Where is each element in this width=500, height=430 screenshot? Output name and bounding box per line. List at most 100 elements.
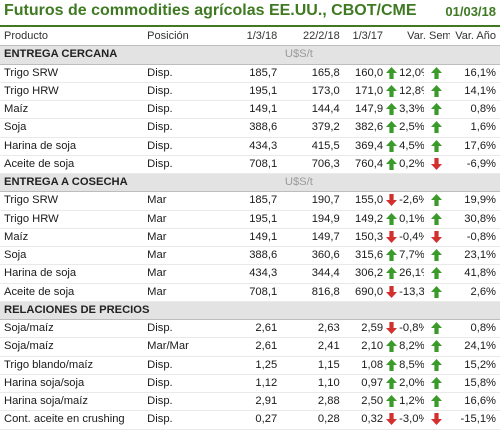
header-date-2: 22/2/18 xyxy=(277,28,340,47)
cell-arrow-ano xyxy=(424,82,450,102)
arrow-up-icon xyxy=(385,84,397,97)
cell-arrow-ano xyxy=(424,137,450,156)
cell-price-year: 0,97 xyxy=(339,374,384,394)
cell-arrow-sem xyxy=(383,118,400,138)
cell-var-ano: 30,8% xyxy=(449,210,500,229)
title-divider xyxy=(0,25,500,27)
cell-price-current: 2,61 xyxy=(214,337,278,357)
cell-var-sem: -0,8% xyxy=(399,319,425,339)
cell-position: Mar/Mar xyxy=(147,337,215,357)
arrow-up-icon xyxy=(385,121,397,134)
cell-price-week: 1,15 xyxy=(277,356,340,375)
report-date: 01/03/18 xyxy=(445,4,496,19)
cell-var-ano: 41,8% xyxy=(449,264,500,284)
arrow-up-icon xyxy=(431,395,443,408)
cell-price-week: 2,41 xyxy=(277,337,340,357)
section-filler xyxy=(383,172,500,193)
cell-price-current: 1,12 xyxy=(214,374,278,394)
cell-var-ano: 0,8% xyxy=(449,319,500,339)
arrow-up-icon xyxy=(385,376,397,389)
cell-var-sem: -3,0% xyxy=(399,410,425,430)
cell-var-sem: 12,0% xyxy=(399,64,425,83)
cell-arrow-sem xyxy=(383,82,400,102)
cell-position: Mar xyxy=(147,228,215,248)
section-unit: U$S/t xyxy=(214,45,384,65)
cell-arrow-sem xyxy=(383,64,400,83)
cell-var-sem: 0,1% xyxy=(399,210,425,229)
section-unit xyxy=(214,300,384,321)
section-header-row: ENTREGA A COSECHA U$S/t xyxy=(0,172,500,193)
cell-arrow-sem xyxy=(383,228,400,248)
table-row: Harina soja/soja Disp. 1,12 1,10 0,97 2,0% 15,… xyxy=(0,374,500,394)
cell-price-week: 0,28 xyxy=(277,410,340,430)
section-filler xyxy=(383,45,500,65)
header-producto: Producto xyxy=(0,28,148,47)
cell-price-year: 171,0 xyxy=(339,82,384,102)
cell-product: Harina soja/soja xyxy=(0,374,148,394)
cell-price-current: 434,3 xyxy=(214,264,278,284)
cell-product: Soja/maíz xyxy=(0,337,148,357)
arrow-down-icon xyxy=(385,322,397,335)
cell-arrow-ano xyxy=(424,392,450,412)
cell-position: Disp. xyxy=(147,155,215,175)
cell-var-ano: -0,8% xyxy=(449,228,500,248)
cell-arrow-ano xyxy=(424,337,450,357)
cell-price-current: 388,6 xyxy=(214,246,278,266)
cell-position: Mar xyxy=(147,210,215,229)
cell-position: Mar xyxy=(147,264,215,284)
cell-price-current: 388,6 xyxy=(214,118,278,138)
section-title: ENTREGA CERCANA xyxy=(0,45,215,65)
cell-product: Trigo SRW xyxy=(0,64,148,83)
cell-var-sem: 8,5% xyxy=(399,356,425,375)
cell-price-year: 1,08 xyxy=(339,356,384,375)
cell-price-week: 190,7 xyxy=(277,191,340,211)
arrow-up-icon xyxy=(385,157,397,170)
cell-var-sem: 7,7% xyxy=(399,246,425,266)
cell-price-current: 149,1 xyxy=(214,228,278,248)
cell-arrow-sem xyxy=(383,356,400,375)
cell-price-current: 708,1 xyxy=(214,283,278,302)
cell-price-current: 0,27 xyxy=(214,410,278,430)
cell-arrow-ano xyxy=(424,228,450,248)
cell-arrow-ano xyxy=(424,246,450,266)
header-row: Producto Posición 1/3/18 22/2/18 1/3/17 … xyxy=(0,28,500,47)
cell-var-ano: 24,1% xyxy=(449,337,500,357)
cell-price-year: 155,0 xyxy=(339,191,384,211)
cell-var-ano: 19,9% xyxy=(449,191,500,211)
arrow-down-icon xyxy=(431,157,443,170)
header-var-ano: Var. Año xyxy=(449,28,500,47)
cell-price-current: 195,1 xyxy=(214,82,278,102)
arrow-up-icon xyxy=(431,267,443,280)
cell-price-week: 360,6 xyxy=(277,246,340,266)
arrow-up-icon xyxy=(431,103,443,116)
cell-price-current: 2,61 xyxy=(214,319,278,339)
cell-var-ano: 15,8% xyxy=(449,374,500,394)
cell-arrow-ano xyxy=(424,356,450,375)
cell-var-ano: -15,1% xyxy=(449,410,500,430)
table-row: Cont. aceite en crushing Disp. 0,27 0,28 0,3… xyxy=(0,410,500,430)
header-var-sem: Var. Sem. xyxy=(399,28,450,47)
arrow-up-icon xyxy=(385,139,397,152)
cell-product: Soja xyxy=(0,246,148,266)
cell-product: Trigo HRW xyxy=(0,82,148,102)
table-row: Aceite de soja Disp. 708,1 706,3 760,4 0,2% -6… xyxy=(0,155,500,175)
arrow-up-icon xyxy=(431,84,443,97)
cell-price-week: 379,2 xyxy=(277,118,340,138)
cell-arrow-sem xyxy=(383,155,400,175)
cell-position: Disp. xyxy=(147,82,215,102)
cell-position: Mar xyxy=(147,191,215,211)
cell-var-sem: 1,2% xyxy=(399,392,425,412)
cell-var-ano: 0,8% xyxy=(449,100,500,120)
table-row: Soja/maíz Mar/Mar 2,61 2,41 2,10 8,2% 24,1% xyxy=(0,337,500,357)
cell-price-week: 2,88 xyxy=(277,392,340,412)
cell-var-sem: 0,2% xyxy=(399,155,425,175)
cell-price-week: 415,5 xyxy=(277,137,340,156)
header-spacer-1 xyxy=(383,28,400,47)
cell-arrow-sem xyxy=(383,246,400,266)
cell-var-ano: 17,6% xyxy=(449,137,500,156)
arrow-up-icon xyxy=(431,212,443,225)
arrow-up-icon xyxy=(385,358,397,371)
